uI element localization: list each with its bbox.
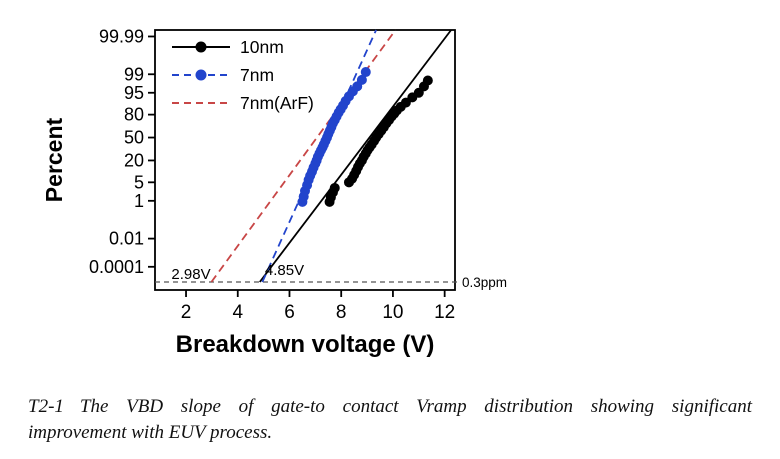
- x-axis-tick-label: 2: [181, 302, 192, 323]
- x-axis-tick-label: 12: [434, 302, 455, 323]
- annotation-2.98V: 2.98V: [171, 266, 210, 283]
- y-axis-tick-label: 99.99: [99, 26, 144, 46]
- legend-marker-7nm: [195, 69, 207, 81]
- fit-line-7nm: [261, 29, 377, 283]
- vbd-figure: 99.99 99 95 80 50 20 5 1 0.01 0.0001 2 4 6 8 10 12 0.3pp…: [28, 26, 752, 446]
- y-axis-tick-label: 0.0001: [89, 257, 144, 277]
- legend-label-7nm(ArF): 7nm(ArF): [240, 93, 314, 113]
- caption-number: T2-1: [28, 396, 64, 417]
- y-axis-tick-label: 0.01: [109, 229, 144, 249]
- y-axis-tick-label: 80: [124, 105, 144, 125]
- x-axis-tick-label: 8: [336, 302, 347, 323]
- legend-label-7nm: 7nm: [240, 65, 274, 85]
- caption-line-2: improvement with EUV process.: [28, 422, 273, 443]
- data-point-7nm: [360, 67, 371, 78]
- y-axis-tick-label: 5: [134, 172, 144, 192]
- legend-marker-10nm: [195, 41, 207, 53]
- plot-box: [154, 29, 456, 291]
- y-axis-title: Percent: [41, 117, 67, 202]
- x-axis-tick-label: 10: [382, 302, 403, 323]
- data-point-10nm: [329, 182, 340, 193]
- y-axis-tick-label: 95: [124, 83, 144, 103]
- y-axis-tick-label: 50: [124, 128, 144, 148]
- y-axis-tick-label: 1: [134, 191, 144, 211]
- x-axis-title: Breakdown voltage (V): [176, 331, 435, 358]
- data-point-7nm: [356, 74, 367, 85]
- baseline-label: 0.3ppm: [462, 275, 507, 290]
- legend-label-10nm: 10nm: [240, 37, 284, 57]
- figure-caption: T2-1 The VBD slope of gate-to contact Vra…: [28, 394, 752, 446]
- caption-line-1: T2-1 The VBD slope of gate-to contact Vra…: [28, 394, 752, 420]
- x-axis-tick-label: 6: [284, 302, 295, 323]
- x-axis-tick-label: 4: [232, 302, 243, 323]
- y-axis-tick-label: 99: [124, 64, 144, 84]
- y-axis-tick-label: 20: [124, 150, 144, 170]
- fit-line-10nm: [259, 29, 452, 283]
- data-point-10nm: [422, 75, 433, 86]
- caption-text-line-1: The VBD slope of gate-to contact Vramp d…: [79, 396, 752, 417]
- annotation-4.85V: 4.85V: [265, 262, 304, 279]
